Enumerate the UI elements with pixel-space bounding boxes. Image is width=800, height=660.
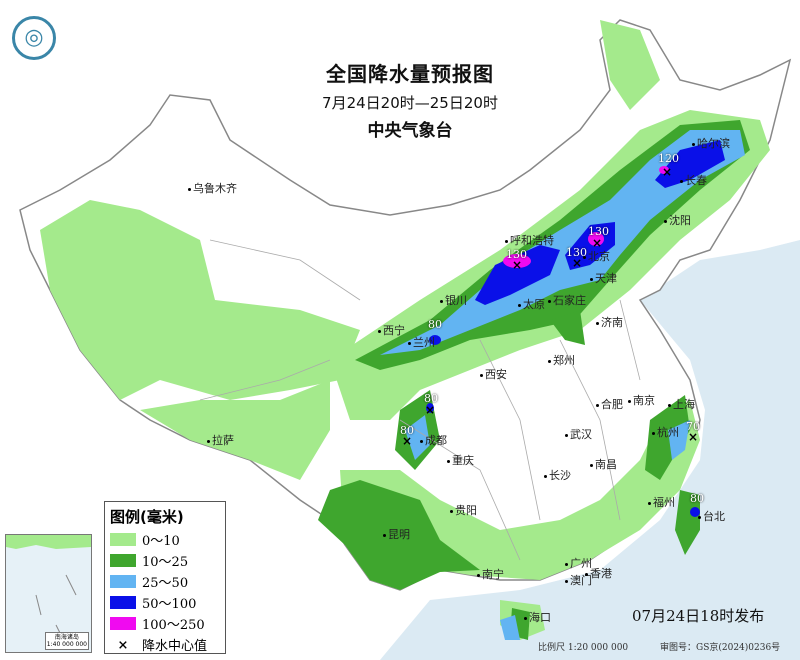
cross-icon: × [117,638,129,653]
legend-item: 50～100 [110,592,225,613]
legend-label: 降水中心值 [142,639,208,654]
city-label: 郑州 [548,352,575,368]
city-label: 银川 [440,292,467,308]
rain-center-marker: × [512,258,523,272]
rain-center-marker: × [688,430,699,444]
approval-number: 审图号：GS京(2024)0236号 [660,643,781,653]
inset-title: 南海诸岛 [54,634,79,641]
sea-area [380,240,800,660]
city-label: 沈阳 [664,212,691,228]
legend-title: 图例(毫米) [110,508,184,526]
map-title: 全国降水量预报图 [326,62,494,86]
city-label: 西宁 [378,322,405,338]
city-label: 南京 [628,392,655,408]
city-label: 上海 [668,396,695,412]
issuer: 中央气象台 [367,121,453,141]
city-label: 台北 [698,508,725,524]
city-label: 呼和浩特 [505,232,554,248]
city-label: 拉萨 [207,432,234,448]
city-label: 贵阳 [450,502,477,518]
city-label: 香港 [585,565,612,581]
rain-center-value: 80 [400,424,414,437]
cma-logo: ◎ [12,16,56,60]
legend-item: 25～50 [110,571,225,592]
legend-label: 25～50 [142,576,189,591]
city-label: 合肥 [596,396,623,412]
legend-label: 10～25 [142,555,189,570]
forecast-period: 7月24日20时—25日20时 [322,94,498,112]
city-label: 哈尔滨 [692,135,730,151]
city-label: 海口 [524,609,551,625]
city-label: 济南 [596,314,623,330]
legend-label: 100～250 [142,618,205,633]
rain-center-value: 120 [658,152,679,165]
city-label: 南昌 [590,456,617,472]
legend-item: × 降水中心值 [110,634,225,655]
city-label: 北京 [583,248,610,264]
legend-swatch [110,596,136,609]
legend: 图例(毫米) 0～10 10～25 25～50 50～100 100～250 ×… [104,501,226,654]
city-label: 昆明 [383,526,410,542]
legend-swatch [110,533,136,546]
legend-swatch [110,575,136,588]
city-label: 乌鲁木齐 [188,180,237,196]
rain-center-value: 80 [690,492,704,505]
city-label: 重庆 [447,452,474,468]
map-scale: 比例尺 1:20 000 000 [538,643,629,653]
city-label: 天津 [590,270,617,286]
city-label: 福州 [648,494,675,510]
south-china-sea-inset: 南海诸岛 1:40 000 000 [5,534,92,653]
city-label: 太原 [518,296,545,312]
rain-zone-100-250 [503,166,669,268]
legend-swatch [110,617,136,630]
rain-center-marker: × [402,434,413,448]
city-label: 长春 [680,172,707,188]
rain-center-value: 70 [686,420,700,433]
rain-center-marker: × [592,236,603,250]
rain-center-marker: × [572,256,583,270]
rain-center-marker: × [662,165,673,179]
rain-center-value: 80 [424,392,438,405]
inset-label: 南海诸岛 1:40 000 000 [44,632,89,650]
inset-scale: 1:40 000 000 [46,641,87,648]
legend-label: 0～10 [142,534,180,549]
city-label: 西安 [480,366,507,382]
city-label: 长沙 [544,467,571,483]
issue-time: 07月24日18时发布 [632,607,765,625]
rain-center-value: 80 [428,318,442,331]
rain-center-value: 130 [588,225,609,238]
city-label: 南宁 [477,566,504,582]
city-label: 杭州 [652,424,679,440]
rain-center-value: 130 [566,246,587,259]
legend-item: 0～10 [110,529,225,550]
legend-swatch [110,554,136,567]
city-label: 兰州 [408,334,435,350]
rain-center-value: 130 [506,248,527,261]
legend-item: 10～25 [110,550,225,571]
city-label: 武汉 [565,426,592,442]
legend-label: 50～100 [142,597,197,612]
rain-center-marker: × [425,403,436,417]
city-label: 石家庄 [548,292,586,308]
city-label: 成都 [420,432,447,448]
legend-item: 100～250 [110,613,225,634]
